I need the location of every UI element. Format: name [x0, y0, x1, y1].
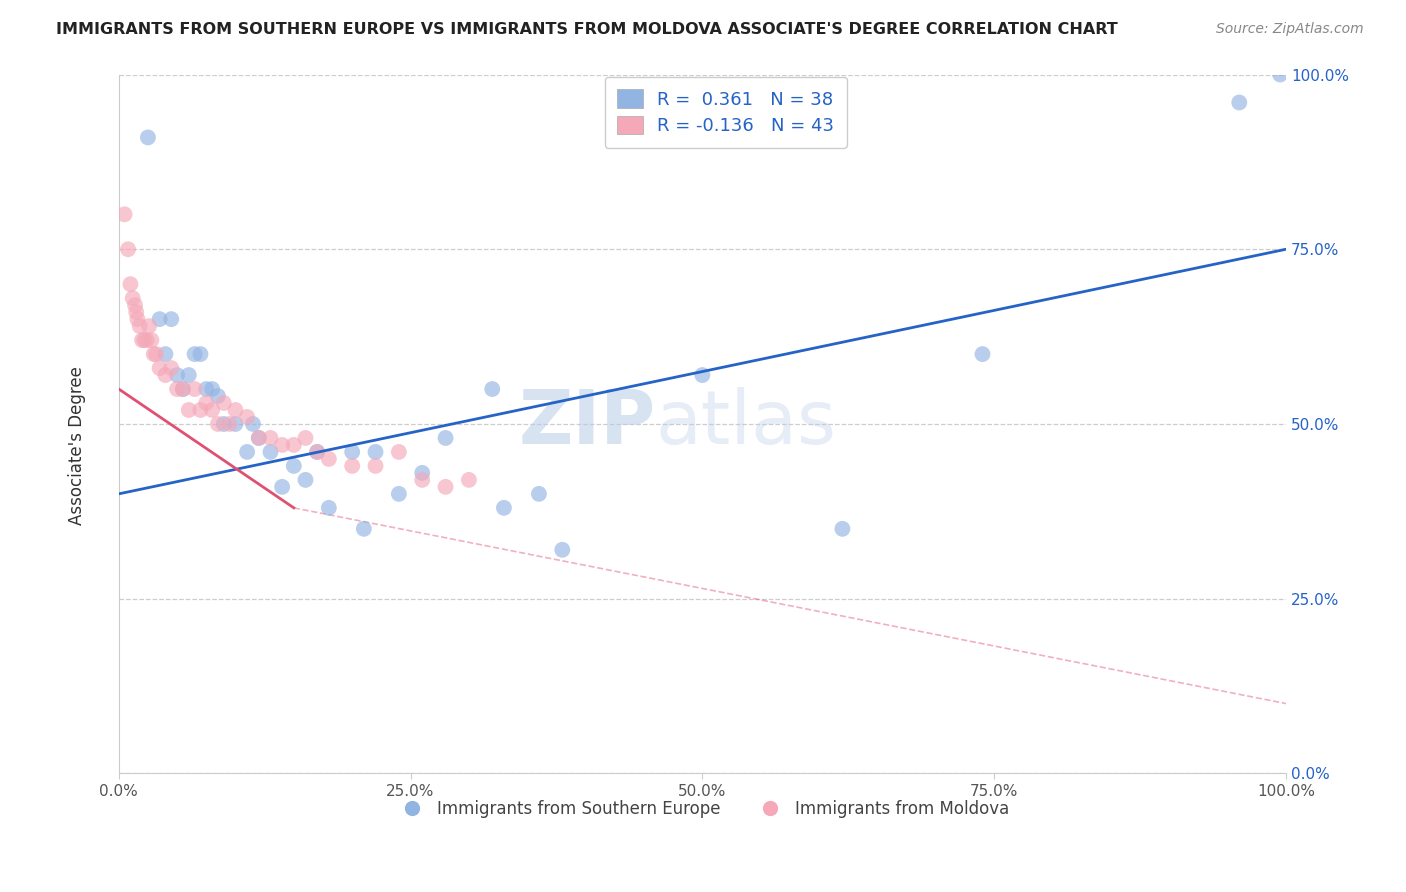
- Point: [127, 312, 149, 326]
- Point: [120, 277, 142, 292]
- Point: [1268, 68, 1291, 82]
- Point: [283, 458, 305, 473]
- Text: Associate's Degree: Associate's Degree: [69, 367, 86, 525]
- Point: [141, 333, 163, 347]
- Point: [134, 333, 156, 347]
- Point: [692, 368, 714, 382]
- Point: [318, 451, 340, 466]
- Point: [172, 382, 194, 396]
- Point: [177, 368, 200, 382]
- Point: [527, 487, 550, 501]
- Point: [142, 347, 165, 361]
- Point: [124, 298, 146, 312]
- Point: [145, 347, 167, 361]
- Point: [242, 417, 264, 431]
- Point: [190, 347, 212, 361]
- Point: [177, 403, 200, 417]
- Point: [114, 207, 136, 221]
- Point: [458, 473, 481, 487]
- Point: [307, 445, 329, 459]
- Point: [201, 382, 224, 396]
- Point: [259, 445, 281, 459]
- Text: ZIP: ZIP: [519, 387, 655, 460]
- Point: [340, 445, 363, 459]
- Point: [195, 396, 218, 410]
- Point: [831, 522, 853, 536]
- Point: [166, 368, 188, 382]
- Point: [190, 403, 212, 417]
- Point: [388, 445, 411, 459]
- Point: [294, 473, 316, 487]
- Point: [388, 487, 411, 501]
- Point: [149, 361, 172, 376]
- Point: [551, 542, 574, 557]
- Point: [434, 480, 457, 494]
- Point: [1227, 95, 1250, 110]
- Point: [481, 382, 503, 396]
- Point: [224, 417, 246, 431]
- Point: [207, 417, 229, 431]
- Point: [131, 333, 153, 347]
- Point: [492, 500, 515, 515]
- Point: [259, 431, 281, 445]
- Point: [166, 382, 188, 396]
- Point: [247, 431, 270, 445]
- Point: [135, 333, 157, 347]
- Point: [201, 403, 224, 417]
- Point: [434, 431, 457, 445]
- Point: [138, 319, 160, 334]
- Point: [160, 361, 183, 376]
- Text: Source: ZipAtlas.com: Source: ZipAtlas.com: [1216, 22, 1364, 37]
- Point: [283, 438, 305, 452]
- Point: [353, 522, 375, 536]
- Text: atlas: atlas: [655, 387, 837, 460]
- Point: [155, 347, 177, 361]
- Point: [136, 130, 159, 145]
- Point: [160, 312, 183, 326]
- Point: [117, 242, 139, 256]
- Point: [271, 480, 294, 494]
- Point: [364, 445, 387, 459]
- Point: [172, 382, 194, 396]
- Legend: Immigrants from Southern Europe, Immigrants from Moldova: Immigrants from Southern Europe, Immigra…: [388, 793, 1017, 824]
- Point: [128, 319, 150, 334]
- Point: [155, 368, 177, 382]
- Point: [149, 312, 172, 326]
- Point: [207, 389, 229, 403]
- Point: [195, 382, 218, 396]
- Point: [236, 445, 259, 459]
- Point: [294, 431, 316, 445]
- Point: [411, 473, 433, 487]
- Point: [121, 291, 143, 305]
- Point: [318, 500, 340, 515]
- Point: [271, 438, 294, 452]
- Point: [183, 382, 205, 396]
- Point: [236, 409, 259, 424]
- Point: [183, 347, 205, 361]
- Point: [340, 458, 363, 473]
- Point: [972, 347, 994, 361]
- Point: [125, 305, 148, 319]
- Point: [411, 466, 433, 480]
- Text: IMMIGRANTS FROM SOUTHERN EUROPE VS IMMIGRANTS FROM MOLDOVA ASSOCIATE'S DEGREE CO: IMMIGRANTS FROM SOUTHERN EUROPE VS IMMIG…: [56, 22, 1118, 37]
- Point: [224, 403, 246, 417]
- Point: [212, 417, 235, 431]
- Point: [218, 417, 240, 431]
- Point: [212, 396, 235, 410]
- Point: [364, 458, 387, 473]
- Point: [307, 445, 329, 459]
- Point: [247, 431, 270, 445]
